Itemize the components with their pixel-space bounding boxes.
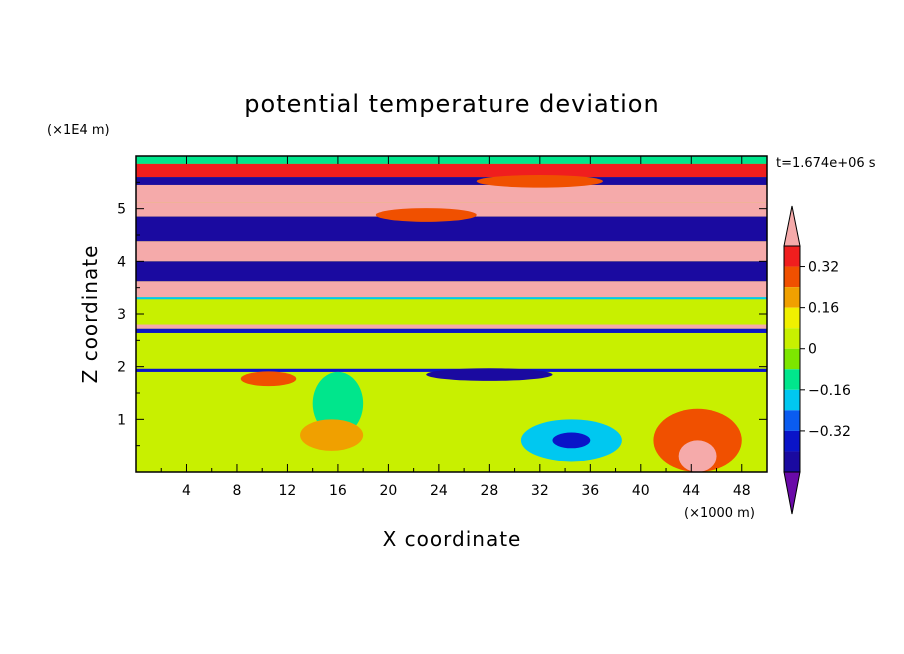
y-tick-label: 3 [117, 307, 126, 323]
contour-blob [240, 371, 297, 387]
contour-blob [653, 408, 742, 472]
y-tick-label: 4 [117, 254, 126, 270]
y-unit-label: (×1E4 m) [47, 123, 110, 138]
chart-title: potential temperature deviation [244, 90, 659, 118]
x-unit-label: (×1000 m) [684, 506, 755, 521]
contour-blob [375, 208, 477, 222]
colorbar-segment [784, 246, 800, 267]
colorbar-tick-label: 0 [808, 342, 817, 358]
x-tick-label: 44 [682, 483, 700, 499]
colorbar-segment [784, 348, 800, 370]
colorbar-segment [784, 328, 800, 349]
colorbar-min-triangle [783, 471, 801, 515]
contour-blob [476, 174, 603, 188]
colorbar-tick-label: 0.32 [808, 260, 839, 276]
contour-blob [426, 368, 553, 381]
contour-blob [312, 371, 364, 436]
colorbar-tick-label: −0.32 [808, 424, 851, 440]
y-tick-label: 2 [117, 360, 126, 376]
contour-blob [552, 432, 591, 449]
y-axis-label: Z coordinate [78, 245, 102, 384]
contour-band [136, 184, 767, 203]
contour-band [136, 324, 767, 329]
contour-blob [678, 440, 717, 473]
x-tick-label: 28 [480, 483, 498, 499]
y-axis: 1 2 3 4 5 [117, 181, 767, 447]
contour-band [136, 261, 767, 282]
contour-blob [300, 419, 364, 451]
contour-band [136, 156, 767, 164]
colorbar-max-triangle [783, 205, 801, 247]
colorbar-segment [784, 389, 800, 411]
x-tick-label: 8 [232, 483, 241, 499]
colorbar-frame [783, 245, 801, 473]
contour-band [136, 297, 767, 300]
colorbar-tick-label: 0.16 [808, 301, 839, 317]
contour-band [136, 281, 767, 298]
contour-bands [136, 156, 767, 372]
colorbar-segment [784, 369, 800, 390]
colorbar-segment [784, 266, 800, 288]
x-tick-label: 4 [182, 483, 191, 499]
colorbar-segment [784, 410, 800, 431]
contour-band [136, 328, 767, 333]
time-label: t=1.674e+06 s [776, 156, 876, 171]
x-tick-label: 12 [279, 483, 297, 499]
colorbar-segment [784, 451, 800, 472]
x-tick-label: 16 [329, 483, 347, 499]
contour-band [136, 177, 767, 185]
x-tick-label: 36 [581, 483, 599, 499]
x-axis: 4 8 12 16 20 24 28 32 36 40 44 48 [160, 156, 751, 499]
x-tick-label: 32 [531, 483, 549, 499]
y-tick-label: 1 [117, 412, 126, 428]
contour-band [136, 163, 767, 178]
x-axis-label: X coordinate [383, 527, 522, 551]
colorbar-tick-label: −0.16 [808, 383, 851, 399]
colorbar-segment [784, 287, 800, 308]
contour-blobs [240, 174, 742, 473]
x-tick-label: 48 [733, 483, 751, 499]
colorbar-segment [784, 430, 800, 452]
x-tick-label: 20 [379, 483, 397, 499]
y-tick-label: 5 [117, 202, 126, 218]
x-tick-label: 40 [632, 483, 650, 499]
colorbar: 0.32 0.16 0 −0.16 −0.32 [783, 205, 851, 515]
colorbar-segment [784, 307, 800, 329]
x-tick-label: 24 [430, 483, 448, 499]
contour-band [136, 241, 767, 262]
plot-area [135, 155, 768, 473]
